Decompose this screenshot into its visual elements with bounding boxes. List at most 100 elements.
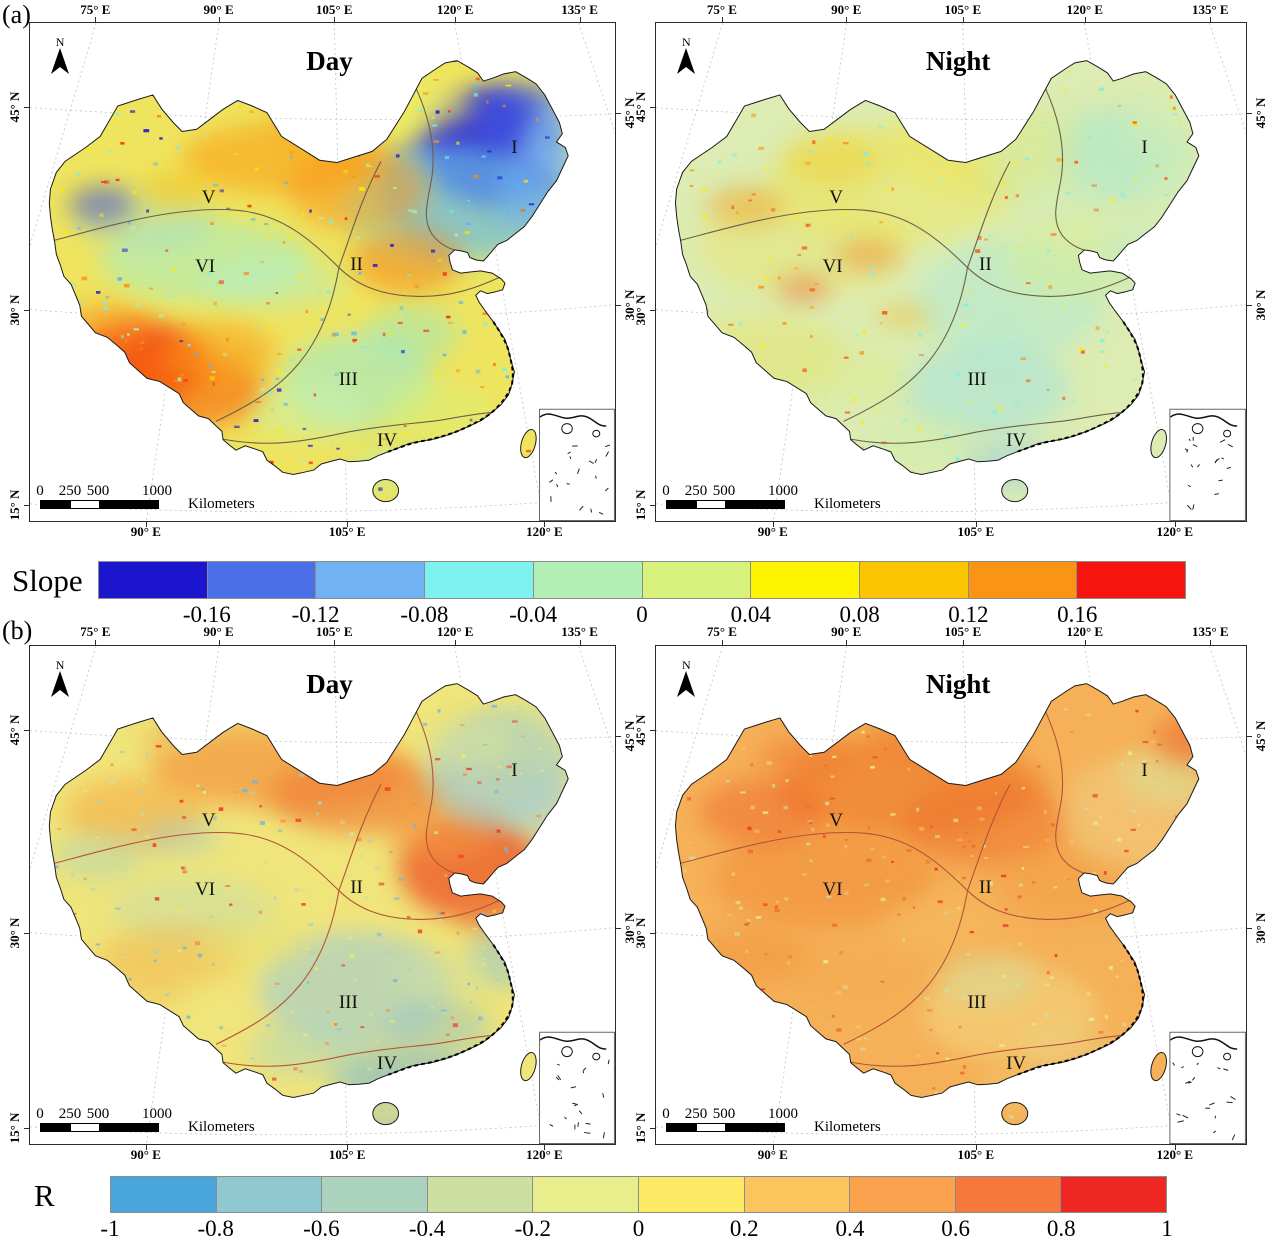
raster-speck <box>536 145 539 149</box>
raster-speck <box>689 842 692 844</box>
raster-speck <box>925 859 931 864</box>
raster-speck <box>869 848 875 851</box>
raster-speck <box>735 211 739 214</box>
raster-speck <box>76 227 81 230</box>
raster-speck <box>1095 326 1100 331</box>
raster-speck <box>340 820 345 825</box>
inset-island-dash <box>555 472 557 474</box>
raster-speck <box>525 232 529 236</box>
raster-speck <box>171 268 176 272</box>
scale-bar-segment <box>725 1124 784 1131</box>
inset-island-ring <box>593 430 600 437</box>
raster-speck <box>940 178 944 182</box>
raster-speck <box>301 291 305 294</box>
raster-speck <box>458 854 464 859</box>
raster-speck <box>682 908 689 911</box>
raster-speck <box>172 707 178 711</box>
raster-speck <box>268 683 275 685</box>
raster-speck <box>447 321 454 325</box>
raster-speck <box>523 179 529 183</box>
raster-speck <box>396 76 401 80</box>
raster-speck <box>1137 823 1141 826</box>
raster-speck <box>934 764 940 768</box>
raster-speck <box>221 82 225 86</box>
bottom-longitude-label: 120° E <box>526 524 563 539</box>
raster-speck <box>985 387 988 391</box>
raster-speck <box>943 237 949 242</box>
raster-speck <box>1137 396 1143 400</box>
raster-speck <box>957 838 963 841</box>
raster-speck <box>702 215 708 220</box>
raster-speck <box>701 189 708 193</box>
region-label: VI <box>195 256 216 277</box>
raster-speck <box>976 265 979 268</box>
raster-speck <box>325 290 331 294</box>
colorbar-tick-label: -0.04 <box>509 602 558 627</box>
raster-speck <box>882 311 888 315</box>
axis-tick <box>1247 736 1252 737</box>
right-latitude-label: 30° N <box>1253 912 1268 944</box>
raster-speck <box>852 397 856 402</box>
raster-speck <box>518 855 522 859</box>
raster-speck <box>463 1073 467 1076</box>
top-longitude-label: 135° E <box>1191 2 1229 17</box>
raster-speck <box>1075 105 1080 108</box>
inset-island-dash <box>583 1071 584 1073</box>
raster-speck <box>145 1087 151 1092</box>
raster-speck <box>413 824 417 829</box>
raster-speck <box>120 750 125 754</box>
raster-speck <box>1063 708 1068 711</box>
raster-speck <box>745 950 749 953</box>
raster-speck <box>878 1078 882 1082</box>
raster-speck <box>528 203 535 206</box>
raster-speck <box>491 705 498 708</box>
raster-speck <box>308 461 313 465</box>
raster-speck <box>57 828 62 830</box>
inset-map <box>1170 1032 1246 1143</box>
raster-speck <box>289 155 294 159</box>
raster-speck <box>301 903 306 906</box>
raster-speck <box>449 829 454 832</box>
raster-speck <box>258 910 263 914</box>
raster-speck <box>1182 380 1188 383</box>
raster-speck <box>582 292 585 294</box>
axis-tick <box>1084 640 1086 645</box>
raster-blob <box>715 828 934 929</box>
raster-speck <box>1048 285 1053 289</box>
raster-speck <box>767 258 771 261</box>
raster-speck <box>1008 1115 1014 1119</box>
axis-tick <box>24 1128 29 1129</box>
raster-speck <box>558 76 564 79</box>
raster-speck <box>921 498 927 502</box>
raster-speck <box>249 683 253 686</box>
raster-blob <box>998 845 1140 923</box>
raster-speck <box>747 474 753 478</box>
inset-island-dash <box>558 1075 561 1080</box>
colorbar-title: Slope <box>12 563 83 598</box>
colorbar-tick-label: -1 <box>100 1216 120 1239</box>
raster-layer <box>49 683 569 1125</box>
left-latitude-label: 45° N <box>633 714 648 746</box>
raster-speck <box>276 371 282 375</box>
raster-speck <box>983 857 988 859</box>
raster-speck <box>1076 459 1080 463</box>
graticule-parallel <box>30 731 615 743</box>
region-label: III <box>338 369 358 390</box>
raster-speck <box>962 1065 966 1069</box>
raster-speck <box>1058 491 1064 495</box>
raster-speck <box>1183 687 1187 692</box>
raster-speck <box>793 704 799 709</box>
raster-speck <box>466 767 472 771</box>
colorbar-tick-label: 0.12 <box>948 602 989 627</box>
raster-speck <box>831 1014 836 1018</box>
inset-island-dash <box>1189 439 1190 441</box>
raster-speck <box>450 1016 455 1020</box>
raster-speck <box>809 306 815 309</box>
inset-island-dash <box>599 512 603 514</box>
raster-speck <box>127 333 130 336</box>
axis-tick <box>975 1145 977 1150</box>
raster-speck <box>83 790 87 793</box>
raster-speck <box>337 763 342 766</box>
region-label: III <box>967 992 987 1013</box>
bottom-longitude-label: 90° E <box>757 524 788 539</box>
